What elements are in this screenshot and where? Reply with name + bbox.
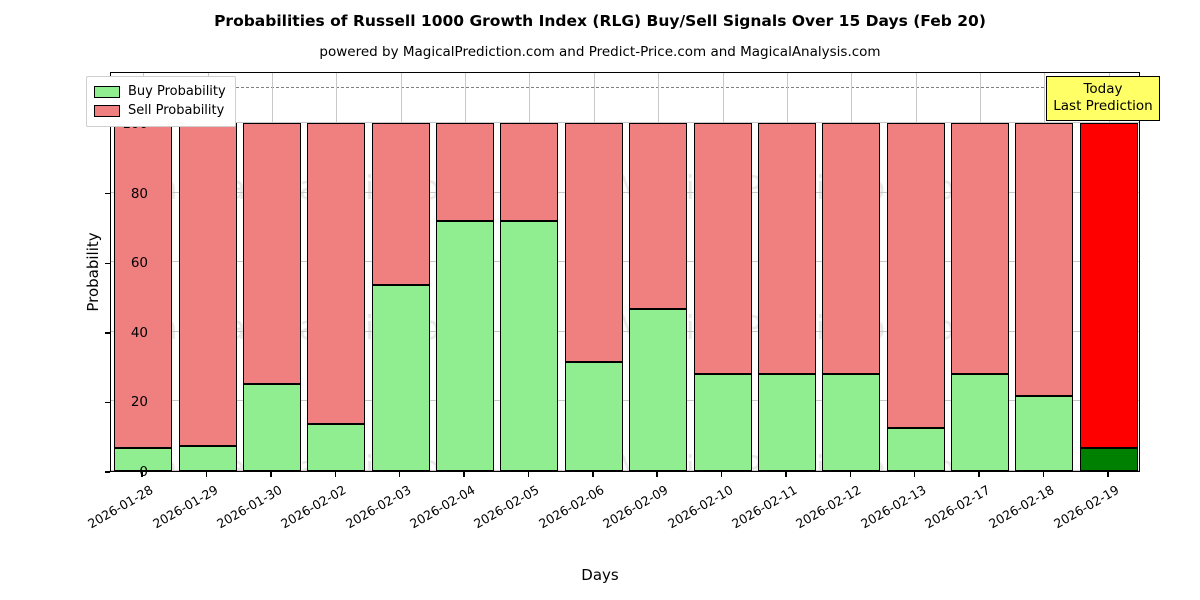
y-tick-label: 80 bbox=[130, 185, 148, 202]
y-tick-label: 0 bbox=[139, 464, 148, 480]
bar-group[interactable] bbox=[500, 123, 559, 471]
bar-segment-sell[interactable] bbox=[822, 123, 881, 374]
x-tick-mark bbox=[1042, 472, 1045, 477]
bar-group[interactable] bbox=[242, 123, 301, 471]
bar-group[interactable] bbox=[822, 123, 881, 471]
bar-segment-buy[interactable] bbox=[629, 308, 688, 471]
bar-group[interactable] bbox=[886, 123, 945, 471]
x-tick-mark bbox=[205, 472, 208, 477]
bar-segment-sell[interactable] bbox=[757, 123, 816, 374]
x-axis-label: Days bbox=[581, 566, 619, 584]
legend-item-buy: Buy Probability bbox=[94, 82, 226, 101]
bar-segment-buy[interactable] bbox=[1079, 447, 1138, 471]
y-tick-mark bbox=[105, 262, 110, 264]
chart-subtitle: powered by MagicalPrediction.com and Pre… bbox=[319, 44, 881, 60]
y-tick-label: 60 bbox=[130, 255, 148, 272]
y-tick-label: 20 bbox=[130, 394, 148, 411]
today-annotation-line2: Last Prediction bbox=[1053, 97, 1153, 114]
bar-segment-buy[interactable] bbox=[564, 362, 623, 471]
bar-segment-buy[interactable] bbox=[693, 373, 752, 471]
legend-swatch-sell-icon bbox=[94, 104, 120, 117]
y-gridline bbox=[111, 470, 1139, 471]
bar-segment-buy[interactable] bbox=[242, 384, 301, 471]
bar-segment-sell[interactable] bbox=[1079, 123, 1138, 448]
bar-group[interactable] bbox=[564, 123, 623, 471]
bar-segment-buy[interactable] bbox=[500, 221, 559, 471]
bar-segment-sell[interactable] bbox=[242, 123, 301, 385]
y-tick-mark bbox=[105, 332, 110, 334]
x-tick-mark bbox=[334, 472, 336, 477]
y-tick-mark bbox=[105, 471, 110, 473]
chart-title: Probabilities of Russell 1000 Growth Ind… bbox=[214, 12, 986, 30]
y-tick-mark bbox=[105, 193, 110, 195]
x-tick-mark bbox=[913, 472, 916, 477]
bar-segment-sell[interactable] bbox=[693, 123, 752, 374]
bar-segment-buy[interactable] bbox=[822, 373, 881, 471]
y-gridline bbox=[111, 330, 1139, 332]
bar-segment-buy[interactable] bbox=[371, 284, 430, 471]
x-tick-mark bbox=[720, 472, 723, 477]
bar-segment-buy[interactable] bbox=[886, 427, 945, 471]
x-tick-mark bbox=[785, 472, 787, 477]
bar-group[interactable] bbox=[1079, 123, 1138, 471]
threshold-line bbox=[111, 87, 1139, 89]
legend-swatch-buy-icon bbox=[94, 85, 120, 98]
bar-segment-sell[interactable] bbox=[564, 123, 623, 363]
bar-segment-sell[interactable] bbox=[178, 123, 237, 446]
y-gridline bbox=[111, 122, 1139, 124]
bar-segment-buy[interactable] bbox=[114, 447, 173, 471]
x-tick-mark bbox=[398, 472, 401, 477]
bar-group[interactable] bbox=[307, 123, 366, 471]
bar-group[interactable] bbox=[757, 123, 816, 471]
bar-segment-buy[interactable] bbox=[178, 445, 237, 471]
legend-label-buy: Buy Probability bbox=[128, 84, 226, 99]
y-gridline bbox=[111, 400, 1139, 402]
bar-group[interactable] bbox=[114, 123, 173, 471]
x-tick-mark bbox=[1107, 472, 1109, 477]
bar-segment-sell[interactable] bbox=[371, 123, 430, 285]
plot-inner: MagicalAnalysis.comMagicalPrediction.com… bbox=[111, 73, 1139, 471]
bar-group[interactable] bbox=[951, 123, 1010, 471]
bar-group[interactable] bbox=[629, 123, 688, 471]
bar-segment-sell[interactable] bbox=[500, 123, 559, 222]
x-tick-mark bbox=[978, 472, 980, 477]
bar-segment-buy[interactable] bbox=[307, 424, 366, 471]
bar-segment-sell[interactable] bbox=[1015, 123, 1074, 397]
bar-segment-sell[interactable] bbox=[886, 123, 945, 428]
bar-segment-sell[interactable] bbox=[951, 123, 1010, 374]
chart-legend: Buy Probability Sell Probability bbox=[86, 76, 236, 127]
bar-group[interactable] bbox=[371, 123, 430, 471]
bar-group[interactable] bbox=[178, 123, 237, 471]
x-tick-mark bbox=[592, 472, 594, 477]
bar-segment-sell[interactable] bbox=[114, 123, 173, 448]
y-gridline bbox=[111, 261, 1139, 263]
bar-group[interactable] bbox=[436, 123, 495, 471]
bar-segment-buy[interactable] bbox=[757, 373, 816, 471]
x-tick-mark bbox=[270, 472, 272, 477]
bar-segment-buy[interactable] bbox=[951, 373, 1010, 471]
plot-area: MagicalAnalysis.comMagicalPrediction.com… bbox=[84, 72, 1140, 472]
bar-segment-sell[interactable] bbox=[307, 123, 366, 425]
legend-label-sell: Sell Probability bbox=[128, 103, 225, 118]
x-tick-mark bbox=[463, 472, 465, 477]
y-tick-label: 40 bbox=[130, 324, 148, 341]
today-annotation-line1: Today bbox=[1083, 81, 1123, 97]
today-annotation: Today Last Prediction bbox=[1046, 76, 1160, 121]
bar-segment-buy[interactable] bbox=[436, 221, 495, 471]
x-tick-mark bbox=[656, 472, 658, 477]
x-tick-mark bbox=[527, 472, 530, 477]
y-tick-mark bbox=[105, 401, 110, 404]
legend-item-sell: Sell Probability bbox=[94, 101, 226, 120]
x-tick-mark bbox=[849, 472, 851, 477]
bar-group[interactable] bbox=[1015, 123, 1074, 471]
bar-segment-sell[interactable] bbox=[436, 123, 495, 222]
bar-segment-buy[interactable] bbox=[1015, 396, 1074, 471]
bar-group[interactable] bbox=[693, 123, 752, 471]
bar-segment-sell[interactable] bbox=[629, 123, 688, 309]
y-axis-label: Probability bbox=[84, 232, 102, 312]
x-tick-mark bbox=[141, 472, 143, 477]
y-gridline bbox=[111, 191, 1139, 193]
